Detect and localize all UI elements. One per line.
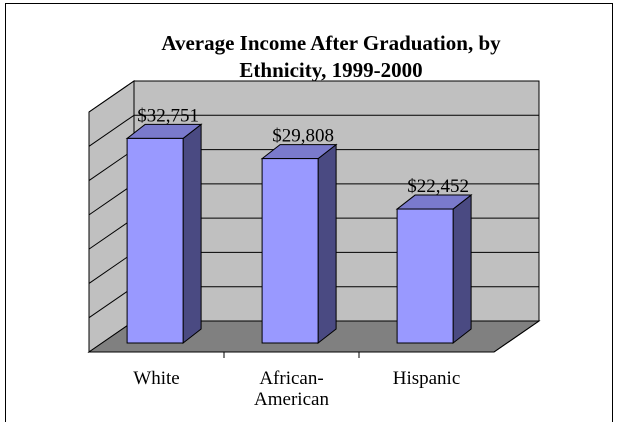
chart-frame: [5, 3, 613, 422]
category-label: White: [133, 368, 179, 389]
gridline-side: [88, 183, 135, 216]
bar: [396, 208, 454, 344]
category-labels: White African-American Hispanic: [133, 368, 460, 410]
floor-edge: [493, 320, 540, 353]
gridline-side: [88, 252, 135, 284]
chart-title-line-1: Average Income After Graduation, by: [161, 31, 501, 55]
category-label: American: [254, 389, 329, 410]
bar-side: [452, 194, 472, 345]
bar-side: [317, 143, 337, 345]
chart-title-line-2: Ethnicity, 1999-2000: [239, 58, 422, 82]
gridline-side: [88, 114, 135, 147]
bar: [261, 158, 319, 344]
bar-side: [182, 123, 202, 345]
gridline-side: [88, 80, 135, 113]
data-label: $32,751: [137, 105, 199, 126]
data-label: $29,808: [272, 126, 334, 147]
gridline-side: [88, 286, 135, 319]
data-label: $22,452: [407, 176, 469, 197]
gridline-side: [88, 149, 135, 181]
gridline-side: [88, 217, 135, 250]
category-label: Hispanic: [393, 368, 461, 389]
category-label: African-: [259, 368, 323, 389]
bar: [126, 137, 184, 344]
bars-group: $32,751 $29,808 $22,452: [125, 105, 473, 345]
